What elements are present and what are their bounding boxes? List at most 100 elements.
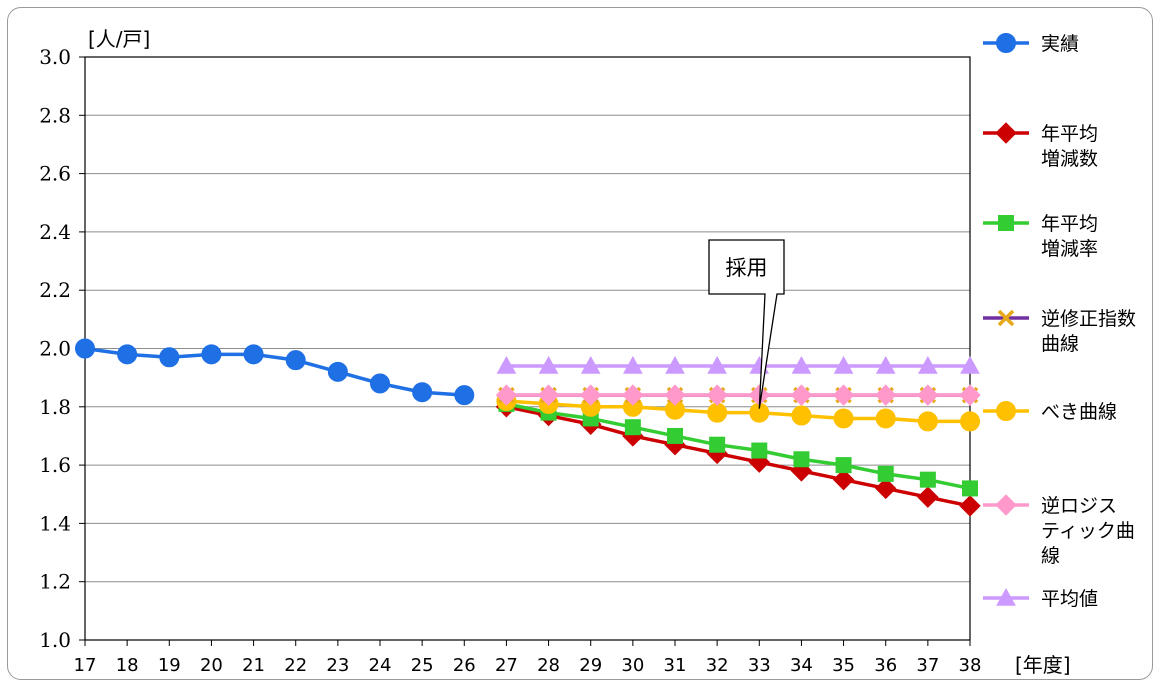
x-tick-label: 35 — [832, 655, 855, 676]
y-tick-label: 3.0 — [39, 45, 71, 69]
data-point — [412, 382, 433, 403]
data-point — [917, 486, 939, 508]
y-tick-label: 2.4 — [39, 220, 71, 244]
series-line — [506, 402, 971, 491]
data-point — [201, 344, 222, 365]
data-point — [709, 436, 726, 453]
legend-marker — [997, 309, 1015, 327]
callout-box — [708, 239, 785, 409]
legend-label: べき曲線 — [1041, 401, 1117, 423]
legend-label: 増減数 — [1041, 148, 1098, 170]
legend-marker — [996, 587, 1016, 606]
x-tick-label: 30 — [621, 655, 644, 676]
data-point — [791, 355, 812, 374]
data-point — [875, 384, 897, 406]
legend-label: 増減率 — [1041, 238, 1098, 260]
x-tick-label: 33 — [748, 655, 771, 676]
y-tick-label: 2.6 — [39, 162, 71, 186]
data-point — [919, 471, 936, 488]
data-point — [495, 384, 518, 406]
legend-marker — [995, 494, 1017, 516]
x-tick-label: 37 — [916, 655, 939, 676]
data-point — [624, 419, 641, 436]
x-tick-label: 28 — [537, 655, 560, 676]
y-tick-label: 1.4 — [39, 511, 71, 535]
y-tick-label: 2.0 — [39, 337, 71, 361]
data-point — [791, 405, 812, 426]
data-point — [537, 384, 560, 406]
data-point — [875, 477, 897, 500]
series-line — [84, 346, 465, 397]
callout-label: 採用 — [726, 256, 768, 280]
data-point — [285, 350, 306, 371]
data-point — [580, 384, 602, 406]
data-point — [370, 373, 390, 394]
legend-marker — [998, 215, 1014, 231]
chart-frame — [7, 7, 1153, 680]
x-tick-label: 29 — [579, 655, 602, 676]
data-point — [667, 427, 683, 444]
x-tick-label: 31 — [664, 655, 687, 676]
data-point — [832, 468, 855, 491]
data-point — [790, 384, 813, 406]
x-tick-label: 22 — [284, 655, 307, 676]
data-point — [960, 411, 980, 432]
x-tick-label: 38 — [959, 655, 982, 676]
legend-marker — [996, 401, 1016, 421]
data-point — [623, 355, 643, 374]
data-point — [875, 408, 896, 429]
x-tick-label: 25 — [411, 655, 434, 676]
y-tick-label: 1.2 — [39, 570, 71, 594]
legend-label: 年平均 — [1041, 213, 1098, 235]
data-point — [832, 384, 855, 406]
data-point — [159, 347, 180, 368]
data-point — [580, 355, 601, 374]
x-tick-label: 19 — [158, 655, 181, 676]
data-point — [835, 457, 852, 474]
x-tick-label: 23 — [326, 655, 349, 676]
data-point — [665, 355, 685, 374]
data-point — [664, 384, 686, 406]
x-tick-label: 24 — [369, 655, 392, 676]
legend-marker — [996, 33, 1016, 53]
legend-label: 平均値 — [1041, 588, 1098, 610]
x-tick-label: 17 — [74, 655, 97, 676]
data-point — [875, 355, 896, 374]
data-point — [454, 385, 475, 406]
x-tick-label: 32 — [706, 655, 729, 676]
data-point — [833, 408, 854, 429]
legend-label: 実績 — [1041, 33, 1079, 55]
x-tick-label: 20 — [200, 655, 223, 676]
legend-label: 逆ロジス — [1041, 495, 1117, 517]
data-point — [962, 480, 978, 497]
x-tick-label: 26 — [453, 655, 476, 676]
legend-label: 年平均 — [1041, 123, 1098, 145]
data-point — [327, 361, 348, 382]
series-line — [506, 399, 970, 424]
data-point — [496, 355, 517, 374]
data-point — [706, 384, 728, 406]
data-point — [959, 495, 981, 517]
x-tick-label: 21 — [242, 655, 265, 676]
data-point — [243, 344, 264, 365]
data-point — [707, 355, 727, 374]
legend-label: ティック曲 — [1041, 520, 1135, 542]
legend-label: 線 — [1041, 545, 1060, 567]
y-axis-unit: [人/戸] — [88, 27, 150, 51]
data-point — [917, 384, 939, 406]
x-tick-label: 27 — [495, 655, 518, 676]
data-point — [960, 355, 980, 374]
x-tick-label: 36 — [874, 655, 897, 676]
y-tick-label: 1.6 — [39, 453, 71, 477]
data-point — [793, 451, 810, 468]
data-point — [117, 344, 138, 365]
x-axis-unit: [年度] — [1015, 653, 1071, 677]
data-point — [75, 338, 95, 359]
data-point — [622, 384, 644, 406]
y-tick-label: 1.0 — [39, 628, 71, 652]
x-tick-label: 18 — [116, 655, 139, 676]
data-point — [959, 384, 981, 406]
legend-label: 曲線 — [1041, 333, 1079, 355]
data-point — [917, 411, 938, 432]
